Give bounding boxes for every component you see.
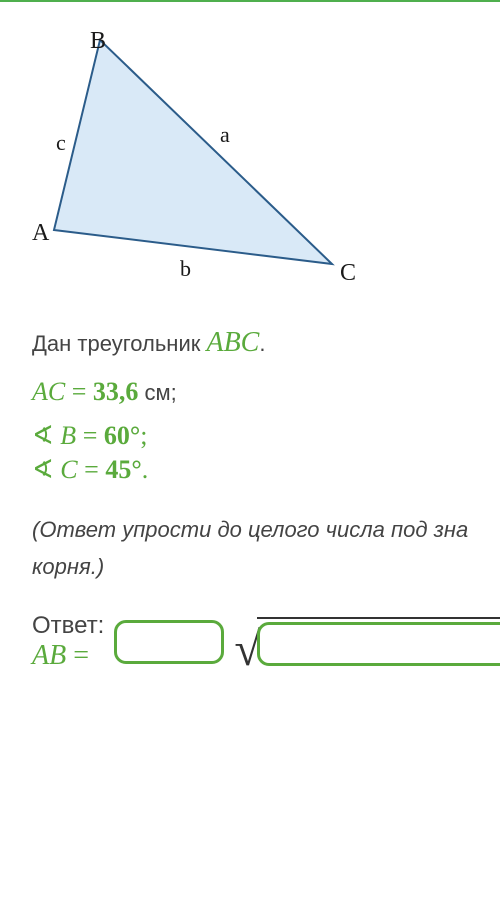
side-b-label: b — [180, 256, 191, 281]
side-c-label: c — [56, 130, 66, 155]
unit: см; — [138, 380, 176, 405]
triangle-figure: A B C c a b — [32, 32, 500, 297]
triangle-name: ABC — [206, 327, 259, 358]
b-val: 60° — [104, 421, 140, 450]
period: . — [259, 331, 265, 356]
angle-sym-b: ∢ — [32, 421, 60, 450]
sqrt-wrap: √ — [234, 617, 500, 666]
given-line: Дан треугольник ABC. — [32, 327, 500, 359]
triangle-shape — [54, 40, 332, 264]
ac-label: AC — [32, 377, 65, 406]
ac-value: 33,6 — [93, 377, 139, 406]
angle-c-line: ∢ C = 45°. — [32, 455, 500, 485]
c-label: C — [60, 455, 77, 484]
given-prefix: Дан треугольник — [32, 331, 206, 356]
problem-container: A B C c a b Дан треугольник ABC. AC = 33… — [0, 0, 500, 692]
ab-label: AB — [32, 640, 66, 671]
coeff-input[interactable] — [114, 620, 224, 664]
radicand-input[interactable] — [257, 622, 500, 666]
vertex-b-label: B — [90, 32, 106, 54]
c-val: 45° — [105, 455, 141, 484]
answer-prefix: Ответ: — [32, 612, 104, 639]
vertex-c-label: C — [340, 260, 356, 286]
angle-b-line: ∢ B = 60°; — [32, 421, 500, 451]
side-a-label: a — [220, 122, 230, 147]
semi1: ; — [140, 421, 147, 450]
answer-row: Ответ: AB = √ — [32, 612, 500, 672]
eq1: = — [65, 377, 93, 406]
note-line2: корня.) — [32, 554, 104, 579]
answer-eq: = — [66, 640, 89, 671]
note-line1: (Ответ упрости до целого числа под зна — [32, 517, 468, 542]
vertex-a-label: A — [32, 220, 50, 246]
eq2: = — [76, 421, 104, 450]
ac-line: AC = 33,6 см; — [32, 377, 500, 407]
b-label: B — [60, 421, 76, 450]
angle-sym-c: ∢ — [32, 455, 60, 484]
triangle-svg: A B C c a b — [32, 32, 362, 292]
note: (Ответ упрости до целого числа под зна к… — [32, 511, 500, 586]
period2: . — [142, 455, 149, 484]
eq3: = — [78, 455, 106, 484]
